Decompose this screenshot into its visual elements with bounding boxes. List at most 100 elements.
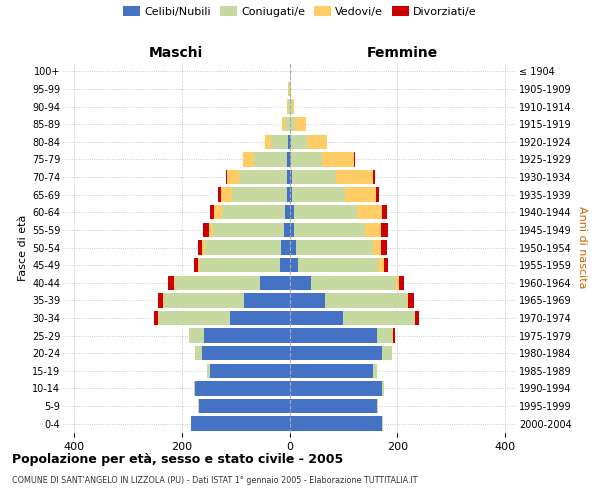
Bar xyxy=(343,311,415,325)
Bar xyxy=(198,399,199,413)
Bar xyxy=(292,100,295,114)
Bar xyxy=(175,276,260,290)
Bar xyxy=(294,222,365,237)
Bar xyxy=(288,100,290,114)
Bar xyxy=(158,293,163,308)
Bar xyxy=(311,276,396,290)
Bar xyxy=(209,205,214,220)
Bar xyxy=(205,240,281,254)
Bar xyxy=(290,258,298,272)
Bar xyxy=(290,240,296,254)
Bar xyxy=(202,346,290,360)
Bar xyxy=(154,311,158,325)
Bar xyxy=(221,205,285,220)
Bar xyxy=(381,222,388,237)
Bar xyxy=(290,82,291,96)
Bar xyxy=(325,293,407,308)
Bar xyxy=(287,170,290,184)
Bar xyxy=(290,416,382,431)
Bar xyxy=(292,170,337,184)
Bar xyxy=(287,188,290,202)
Bar xyxy=(285,205,290,220)
Bar xyxy=(199,258,200,272)
Bar xyxy=(322,152,353,166)
Bar xyxy=(365,222,381,237)
Y-axis label: Fasce di età: Fasce di età xyxy=(17,214,28,280)
Bar xyxy=(292,188,345,202)
Bar xyxy=(382,205,386,220)
Bar xyxy=(194,258,199,272)
Bar xyxy=(214,205,221,220)
Bar xyxy=(392,328,395,343)
Bar xyxy=(213,222,284,237)
Bar xyxy=(209,222,213,237)
Bar xyxy=(358,205,382,220)
Bar xyxy=(284,222,290,237)
Bar xyxy=(200,258,280,272)
Bar xyxy=(287,100,288,114)
Bar xyxy=(373,170,375,184)
Bar xyxy=(373,364,377,378)
Bar xyxy=(209,364,290,378)
Bar xyxy=(254,152,287,166)
Bar xyxy=(203,222,209,237)
Bar xyxy=(345,188,376,202)
Text: Popolazione per età, sesso e stato civile - 2005: Popolazione per età, sesso e stato civil… xyxy=(12,452,343,466)
Bar xyxy=(294,205,358,220)
Bar xyxy=(204,328,290,343)
Bar xyxy=(265,134,271,149)
Bar xyxy=(280,258,290,272)
Bar xyxy=(298,258,379,272)
Bar xyxy=(194,381,195,396)
Bar xyxy=(218,188,221,202)
Bar xyxy=(296,240,373,254)
Bar xyxy=(164,293,244,308)
Bar xyxy=(244,293,290,308)
Legend: Celibi/Nubili, Coniugati/e, Vedovi/e, Divorziati/e: Celibi/Nubili, Coniugati/e, Vedovi/e, Di… xyxy=(120,3,480,20)
Bar xyxy=(195,381,290,396)
Bar xyxy=(291,152,322,166)
Bar xyxy=(290,205,294,220)
Bar xyxy=(376,188,379,202)
Bar xyxy=(282,117,285,132)
Bar xyxy=(290,346,382,360)
Bar xyxy=(290,311,343,325)
Bar xyxy=(290,117,295,132)
Bar xyxy=(198,240,202,254)
Bar xyxy=(290,152,291,166)
Bar xyxy=(289,134,290,149)
Bar xyxy=(290,276,311,290)
Bar xyxy=(382,416,383,431)
Bar xyxy=(290,170,292,184)
Bar xyxy=(337,170,373,184)
Y-axis label: Anni di nascita: Anni di nascita xyxy=(577,206,587,289)
Bar xyxy=(379,258,384,272)
Bar xyxy=(290,399,377,413)
Bar xyxy=(307,134,327,149)
Bar xyxy=(194,346,202,360)
Bar xyxy=(290,188,292,202)
Bar xyxy=(407,293,408,308)
Bar xyxy=(191,416,290,431)
Bar xyxy=(353,152,355,166)
Bar xyxy=(415,311,419,325)
Bar xyxy=(408,293,413,308)
Bar xyxy=(226,170,227,184)
Bar xyxy=(287,152,290,166)
Bar xyxy=(159,311,230,325)
Bar xyxy=(290,134,307,149)
Bar xyxy=(243,152,254,166)
Bar xyxy=(230,311,290,325)
Bar xyxy=(399,276,404,290)
Bar xyxy=(290,328,377,343)
Bar xyxy=(207,364,209,378)
Bar xyxy=(290,364,373,378)
Bar xyxy=(285,117,290,132)
Bar xyxy=(232,188,287,202)
Bar xyxy=(373,240,380,254)
Bar xyxy=(382,346,392,360)
Bar xyxy=(290,222,294,237)
Bar xyxy=(221,188,232,202)
Bar xyxy=(290,293,325,308)
Bar xyxy=(290,381,382,396)
